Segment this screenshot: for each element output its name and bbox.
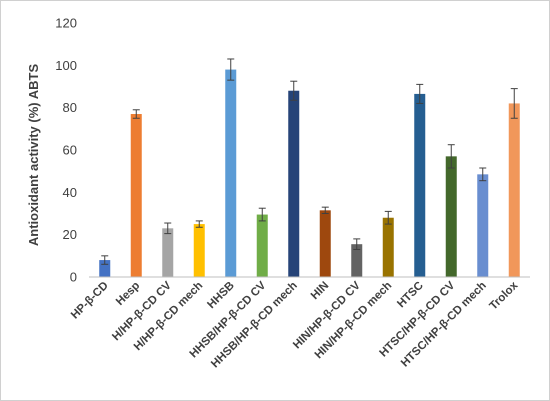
error-bar <box>195 220 203 228</box>
x-tick-label: Hesp <box>114 280 142 308</box>
error-bar <box>164 222 172 235</box>
y-tick-label: 80 <box>63 100 77 115</box>
x-tick-label: HIN <box>309 280 331 302</box>
error-bar <box>510 88 518 119</box>
bar <box>508 103 520 277</box>
bar <box>319 210 331 277</box>
y-tick-label: 40 <box>63 185 77 200</box>
error-bar <box>132 109 140 119</box>
bar <box>477 174 489 277</box>
bar <box>351 244 363 277</box>
y-tick-label: 0 <box>70 270 77 285</box>
y-tick-label: 100 <box>55 58 77 73</box>
error-bar <box>479 167 487 182</box>
x-tick-label: HTSC <box>395 280 426 311</box>
error-bar <box>321 206 329 214</box>
bar <box>99 260 111 277</box>
bar <box>225 69 237 277</box>
error-bar <box>416 83 424 104</box>
error-bar <box>258 207 266 222</box>
bar <box>445 156 457 277</box>
error-bar <box>101 255 109 265</box>
error-bar <box>447 144 455 169</box>
y-tick-label: 20 <box>63 227 77 242</box>
bar <box>256 214 268 277</box>
bar <box>193 224 205 277</box>
y-axis-label: Antioxidant activity (%) ABTS <box>26 64 41 247</box>
y-axis-ticks: 0 20 40 60 80 100 120 <box>55 16 77 285</box>
error-bar <box>290 80 298 101</box>
x-tick-label: HP-β-CD <box>69 280 111 322</box>
bar <box>382 217 394 277</box>
bar <box>130 114 142 278</box>
bar <box>414 93 426 278</box>
bar <box>288 90 300 277</box>
error-bars <box>101 58 518 265</box>
error-bar <box>227 58 235 81</box>
bars <box>99 69 520 278</box>
y-tick-label: 60 <box>63 143 77 158</box>
x-tick-label: Trolox <box>487 279 520 312</box>
y-tick-label: 120 <box>55 16 77 31</box>
error-bar <box>353 238 361 250</box>
error-bar <box>384 210 392 225</box>
bar <box>162 228 174 277</box>
